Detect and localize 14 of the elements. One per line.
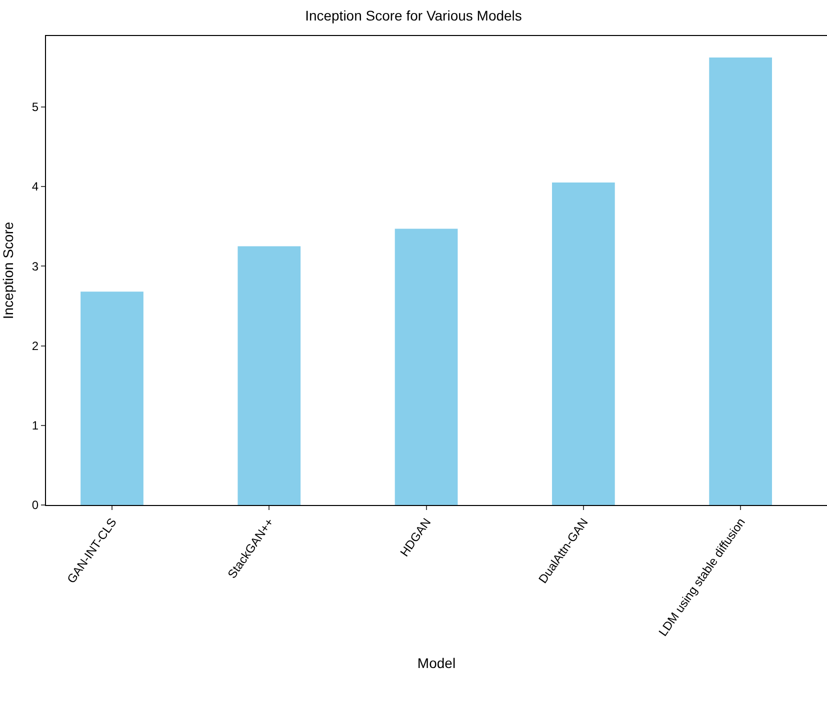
y-tick-label: 5 [32,100,39,114]
bar [552,182,615,505]
x-axis-title: Model [417,654,456,671]
bar [80,292,144,505]
y-axis-title: Inception Score [0,222,16,320]
bar [394,228,458,505]
y-tick-label: 0 [32,498,39,512]
bar [709,58,772,505]
y-tick-label: 1 [32,418,39,433]
chart-title: Inception Score for Various Models [305,8,522,24]
bar [238,246,301,505]
y-tick-label: 3 [32,259,39,274]
y-tick-label: 2 [32,338,39,353]
y-tick-label: 4 [32,180,39,194]
